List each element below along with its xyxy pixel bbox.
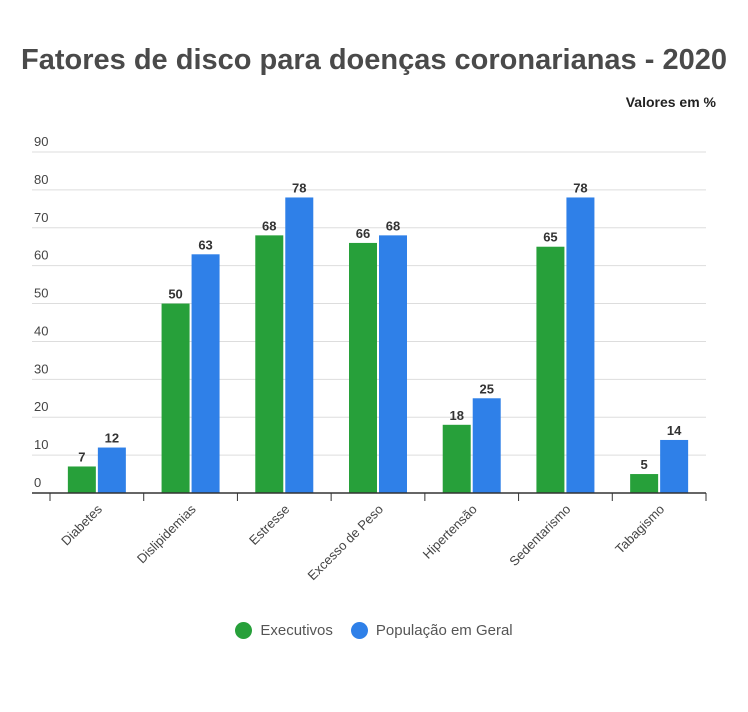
legend-item-executivos[interactable]: Executivos (235, 622, 333, 639)
bar[interactable] (472, 398, 501, 493)
y-tick-label: 90 (34, 134, 48, 149)
x-tick-label: Dislipidemias (134, 501, 199, 566)
bar[interactable] (255, 235, 284, 493)
data-label: 78 (573, 180, 587, 195)
legend-swatch-populacao (350, 622, 368, 639)
bar[interactable] (566, 197, 595, 493)
y-tick-label: 30 (34, 361, 48, 376)
y-tick-label: 10 (34, 437, 48, 452)
chart-title: Fatores de disco para doenças coronarian… (21, 44, 727, 76)
data-label: 68 (262, 218, 276, 233)
y-axis-ticks: 0 10 20 30 40 50 60 70 80 90 (34, 134, 48, 490)
x-tick-label: Tabagismo (612, 502, 667, 557)
bars (67, 197, 689, 493)
data-label: 25 (479, 381, 493, 396)
bar[interactable] (536, 246, 565, 493)
x-axis (32, 492, 707, 501)
x-tick-label: Excesso de Peso (304, 502, 386, 584)
legend-label-executivos: Executivos (260, 622, 333, 639)
data-label: 66 (356, 226, 370, 241)
bar[interactable] (630, 474, 659, 493)
bar[interactable] (161, 303, 190, 493)
data-label: 14 (667, 423, 682, 438)
data-label: 5 (641, 457, 648, 472)
data-label: 18 (449, 408, 463, 423)
bar[interactable] (97, 447, 126, 493)
bar[interactable] (379, 235, 407, 493)
bar[interactable] (67, 466, 96, 493)
data-label: 68 (386, 218, 400, 233)
y-tick-label: 40 (34, 323, 48, 338)
bar[interactable] (660, 439, 689, 493)
y-tick-label: 70 (34, 210, 48, 225)
x-tick-label: Estresse (246, 502, 292, 548)
data-labels: 7 50 68 66 18 65 5 12 63 78 68 25 78 14 (78, 180, 682, 472)
x-tick-label: Diabetes (58, 501, 105, 548)
data-label: 78 (292, 180, 306, 195)
unit-note: Valores em % (625, 94, 716, 110)
bar[interactable] (285, 197, 314, 493)
data-label: 7 (78, 449, 85, 464)
y-tick-label: 0 (34, 475, 41, 490)
legend-item-populacao[interactable]: População em Geral (350, 622, 513, 639)
legend-label-populacao: População em Geral (375, 622, 513, 639)
y-tick-label: 20 (34, 399, 48, 414)
legend: Executivos População em Geral (0, 622, 748, 639)
x-tick-label: Hipertensão (420, 502, 480, 562)
bar[interactable] (442, 424, 471, 493)
bar[interactable] (191, 254, 220, 493)
y-tick-label: 80 (34, 172, 48, 187)
y-tick-label: 60 (34, 248, 48, 263)
legend-swatch-executivos (235, 622, 253, 639)
data-label: 50 (168, 287, 182, 302)
data-label: 63 (198, 237, 212, 252)
data-label: 65 (543, 230, 557, 245)
x-axis-ticks: Diabetes Dislipidemias Estresse Excesso de … (58, 501, 667, 583)
y-tick-label: 50 (34, 286, 48, 301)
x-tick-label: Sedentarismo (506, 502, 573, 569)
bar[interactable] (349, 242, 377, 493)
data-label: 12 (105, 431, 119, 446)
